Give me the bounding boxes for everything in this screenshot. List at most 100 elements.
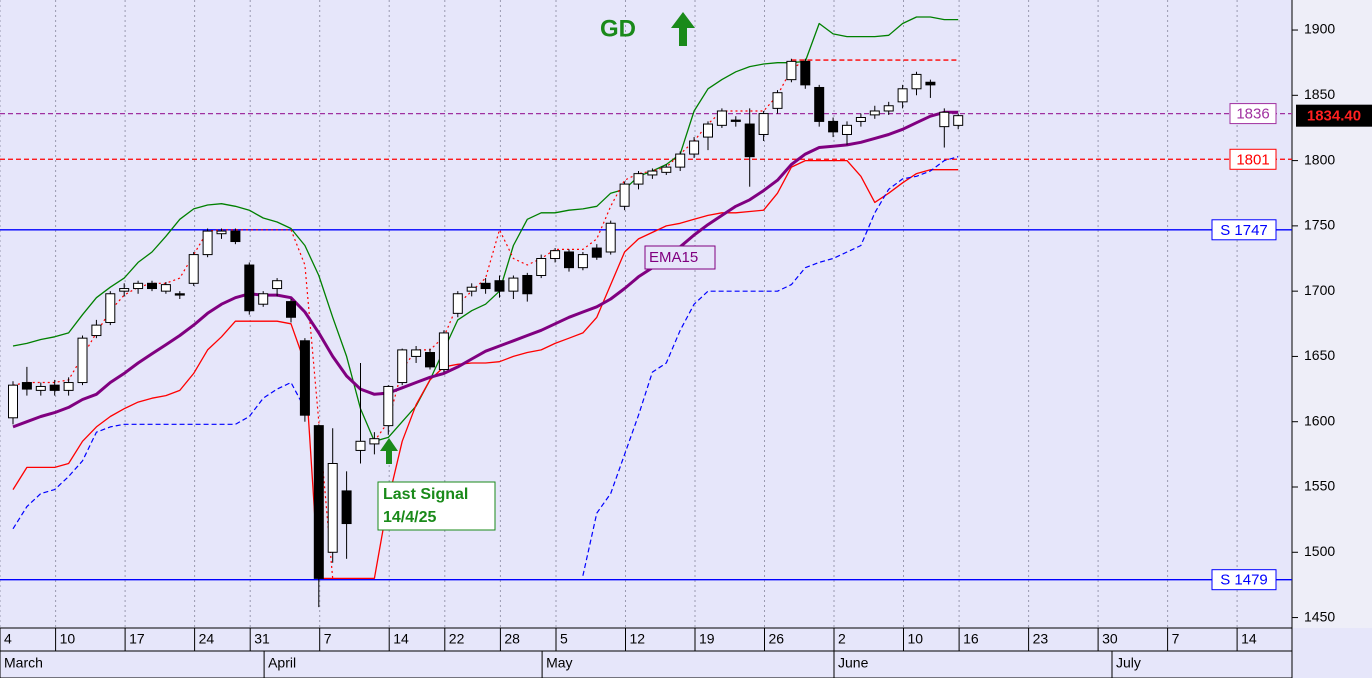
candle-body [327,462,338,553]
candle-body [466,286,477,292]
candle-body [63,382,74,391]
ema-label: EMA15 [649,249,698,266]
candle-body [188,254,199,284]
candle-body [147,282,157,290]
x-tick-label: 5 [560,631,568,647]
signal-date: 14/4/25 [383,509,436,526]
candle-body [744,123,755,158]
candle-body [716,110,727,126]
ema-tag [644,245,716,270]
candle-body [772,92,783,109]
x-tick-label: 22 [449,631,465,647]
level-label: S 1479 [1220,572,1268,589]
candle-body [550,250,561,260]
candle-body [494,280,505,292]
last-price-label: 1834.40 [1307,108,1361,125]
month-label: April [268,655,296,671]
candle-body [855,117,866,122]
candle-body [35,385,46,391]
candle-body [911,73,922,90]
gd-label: GD [600,15,636,42]
plot-area [0,0,1292,628]
x-tick-label: 30 [1102,631,1118,647]
candle-body [369,438,380,445]
candle-body [397,349,408,384]
level-label: 1836 [1236,106,1269,123]
signal-title: Last Signal [383,486,468,503]
candle-body [286,301,296,318]
last-price-box [1296,104,1372,127]
candle-body [577,254,588,269]
candle-body [758,113,769,135]
candle-body [605,222,616,253]
level-label: S 1747 [1220,222,1268,239]
level-label: 1801 [1236,151,1269,168]
candle-body [313,425,324,579]
candle-body [425,352,435,368]
level-tag [1229,103,1277,125]
candle-body [883,105,894,112]
candle-body [49,384,60,391]
y-tick-label: 1450 [1304,608,1335,624]
y-tick-label: 1800 [1304,151,1335,167]
candle-body [91,324,102,337]
candle-body [953,115,964,126]
candle-body [564,251,574,269]
candle-body [452,293,463,314]
level-tag [1229,148,1277,170]
month-label: June [838,655,869,671]
candle-body [216,230,227,235]
y-tick-label: 1700 [1304,282,1335,298]
x-tick-label: 28 [504,631,520,647]
signal-box [377,481,496,531]
candle-body [355,440,366,451]
candle-body [536,258,547,276]
candle-body [842,124,852,135]
y-tick-label: 1650 [1304,347,1335,363]
month-label: May [546,655,572,671]
x-tick-label: 10 [60,631,76,647]
y-tick-label: 1900 [1304,21,1335,37]
candle-body [383,385,394,427]
candle-body [661,166,672,173]
levels [0,59,1292,581]
x-tick-label: 16 [963,631,979,647]
x-tick-label: 7 [324,631,332,647]
candle-body [8,384,18,419]
candle-body [814,86,825,122]
x-tick-label: 12 [630,631,646,647]
indicator-line [12,156,959,576]
candle-body [480,282,491,290]
candle-body [689,140,700,155]
candle-body [341,490,352,525]
indicator-line [12,59,806,579]
x-tick-label: 23 [1033,631,1049,647]
x-tick-label: 26 [769,631,785,647]
month-label: July [1116,655,1141,671]
candle-body [633,173,644,185]
arrow-up [380,438,398,464]
level-tags: 1836 1801 S 1747 S 1479 1834.40 [1211,103,1372,591]
candle-body [786,60,797,81]
candle-body [105,293,116,323]
arrow-up [671,12,695,46]
candle-body [869,110,880,116]
candle-body [703,123,713,138]
candle-body [21,382,32,390]
level-tag [1211,219,1277,241]
candle-body [828,120,839,133]
y-tick-label: 1600 [1304,412,1335,428]
month-label: March [4,655,43,671]
indicator-line [12,159,959,580]
gd-arrow [671,12,695,46]
candle-body [174,293,185,296]
candle-body [230,230,241,243]
candle-body [77,337,88,384]
y-tick-label: 1500 [1304,543,1335,559]
candle-body [258,293,269,305]
candle-body [800,60,811,86]
x-tick-label: 19 [699,631,715,647]
x-tick-label: 17 [129,631,145,647]
candle-body [925,81,936,86]
